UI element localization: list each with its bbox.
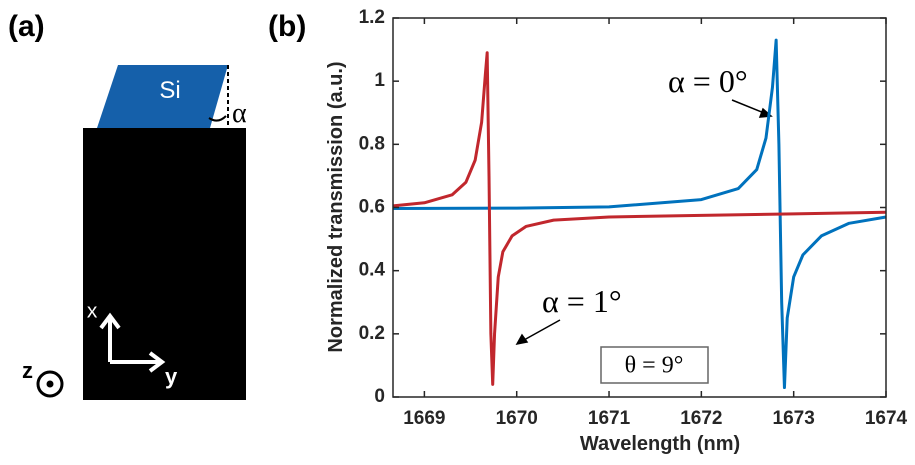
si-block: [97, 65, 228, 128]
x-tick-label: 1672: [680, 408, 722, 429]
x-tick-label: 1670: [496, 408, 538, 429]
axis-label: x: [86, 298, 99, 323]
y-tick-label: 0: [374, 386, 385, 407]
y-tick-label: 0.6: [359, 197, 385, 218]
axis-arrows: [99, 312, 166, 373]
material-label: Si: [159, 77, 180, 104]
annotation: θ = 9°: [625, 353, 684, 379]
z-symbol: [46, 380, 54, 388]
series-label: α = 1°: [542, 283, 622, 319]
panel-label: (a): [8, 10, 45, 43]
y-tick-label: 0.8: [359, 133, 385, 154]
series-line: [392, 51, 887, 386]
series-line: [392, 38, 887, 390]
substrate: [83, 128, 246, 400]
x-tick-label: 1674: [865, 408, 908, 429]
y-tick-label: 1.2: [359, 7, 385, 28]
axis-label: y: [165, 364, 178, 389]
y-tick-label: 1: [374, 70, 385, 91]
angle-label: α: [232, 98, 247, 129]
axis-label: z: [22, 358, 33, 383]
series-label: α = 0°: [668, 63, 748, 99]
x-tick-label: 1669: [403, 408, 445, 429]
y-tick-label: 0.2: [359, 323, 385, 344]
x-tick-label: 1671: [588, 408, 631, 429]
z-symbol: [36, 370, 64, 398]
x-tick-label: 1673: [773, 408, 815, 429]
panel-label: (b): [268, 10, 306, 43]
x-axis-label: Wavelength (nm): [580, 433, 740, 455]
angle-arc: [208, 115, 227, 122]
y-axis-label: Normalized transmission (a.u.): [325, 61, 347, 352]
annotation-box: [600, 346, 709, 384]
y-tick-label: 0.4: [359, 260, 386, 281]
